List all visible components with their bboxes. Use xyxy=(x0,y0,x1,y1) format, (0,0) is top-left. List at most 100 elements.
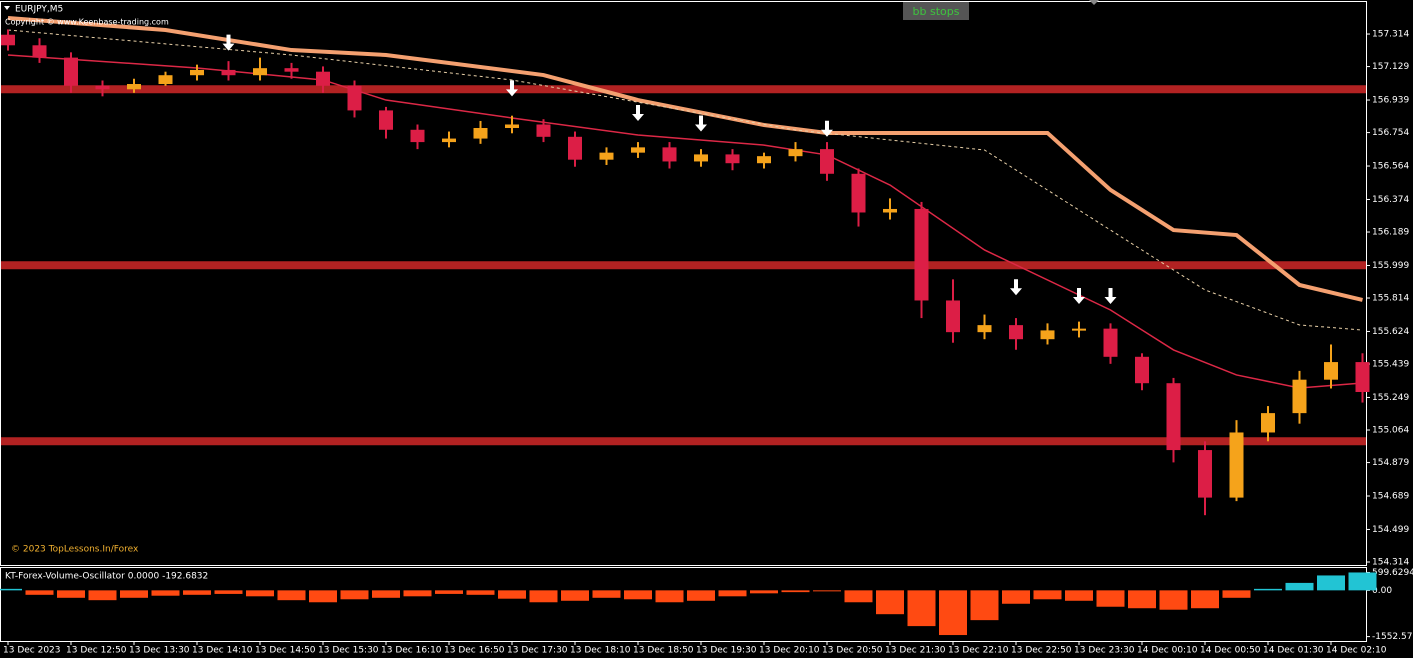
candle-body xyxy=(568,136,582,160)
x-tick-label: 13 Dec 14:50 xyxy=(255,646,316,656)
oscillator-bar xyxy=(813,590,841,592)
candle-body xyxy=(221,69,236,76)
y-tick-label: 156.189 xyxy=(1372,228,1409,238)
oscillator-bar xyxy=(120,590,148,598)
chart-title: EURJPY,M5 xyxy=(15,5,63,15)
y-tick-label: 155.814 xyxy=(1372,294,1409,304)
candle-body xyxy=(977,325,992,333)
candle-body xyxy=(379,110,393,130)
oscillator-bar xyxy=(1348,572,1377,591)
x-tick-label: 13 Dec 23:30 xyxy=(1074,646,1135,656)
x-tick-label: 13 Dec 22:50 xyxy=(1011,646,1072,656)
signal-arrow xyxy=(632,104,644,121)
y-tick-label: 154.879 xyxy=(1372,458,1409,468)
candle-body xyxy=(505,124,519,129)
candle-body xyxy=(1040,330,1055,340)
signal-arrow xyxy=(1010,279,1022,296)
oscillator-bar xyxy=(592,590,621,598)
oscillator-bar xyxy=(403,590,432,597)
x-tick-label: 14 Dec 00:10 xyxy=(1137,646,1198,656)
signal-arrow xyxy=(695,115,707,132)
x-tick-label: 13 Dec 16:50 xyxy=(444,646,505,656)
x-tick-label: 13 Dec 17:30 xyxy=(507,646,568,656)
indicator-line xyxy=(7,29,1363,331)
oscillator-bar xyxy=(907,590,936,627)
x-tick-label: 13 Dec 14:10 xyxy=(192,646,253,656)
candle-body xyxy=(883,208,897,213)
candle-body xyxy=(158,75,173,85)
oscillator-bar xyxy=(1285,582,1314,591)
y-tick-label: 156.564 xyxy=(1372,162,1409,172)
oscillator-bar xyxy=(876,590,904,615)
x-tick-label: 13 Dec 16:10 xyxy=(381,646,442,656)
signal-arrow xyxy=(821,120,833,137)
signal-arrow xyxy=(506,80,518,97)
x-tick-label: 14 Dec 01:30 xyxy=(1263,646,1324,656)
candle-body xyxy=(1072,328,1086,331)
annotation: © 2023 TopLessons.In/Forex xyxy=(11,545,139,555)
oscillator-bar xyxy=(561,590,589,601)
y-tick-label: 154.314 xyxy=(1372,558,1409,568)
y-tick-label: 155.249 xyxy=(1372,393,1409,403)
candle-body xyxy=(536,124,551,137)
chart-subtitle: Copyright © www.Keenbase-trading.com xyxy=(5,18,169,27)
shift-marker xyxy=(1089,0,1099,5)
oscillator-bar xyxy=(1096,590,1125,607)
oscillator-bar xyxy=(970,590,999,621)
x-tick-label: 14 Dec 02:10 xyxy=(1326,646,1387,656)
candle-body xyxy=(694,154,708,162)
oscillator-bar xyxy=(498,590,526,599)
oscillator-bar xyxy=(1065,590,1093,601)
candle-body xyxy=(1135,356,1149,384)
y-tick-label: 154.499 xyxy=(1372,525,1409,535)
candle-body xyxy=(347,85,362,111)
oscillator-bar xyxy=(466,590,495,595)
candle-body xyxy=(631,147,645,153)
x-tick-label: 13 Dec 21:30 xyxy=(885,646,946,656)
candle-body xyxy=(914,208,929,301)
candle-body xyxy=(190,69,204,76)
oscillator-bar xyxy=(1317,575,1345,591)
y-tick-label: 155.064 xyxy=(1372,426,1409,436)
oscillator-bar xyxy=(1254,588,1282,591)
candle-body xyxy=(442,138,456,143)
annotation: bb stops xyxy=(913,5,960,18)
candle-body xyxy=(757,156,771,164)
oscillator-bar xyxy=(655,590,684,603)
y-tick-label: 0.00 xyxy=(1372,586,1392,596)
y-tick-label: 155.439 xyxy=(1372,360,1409,370)
oscillator-bar xyxy=(309,590,337,603)
candle-body xyxy=(1103,328,1118,357)
candle-body xyxy=(946,300,960,333)
oscillator-bar xyxy=(214,590,243,594)
candle-body xyxy=(473,128,488,139)
candle-body xyxy=(1355,362,1370,392)
y-tick-label: 155.624 xyxy=(1372,327,1409,337)
candle-body xyxy=(95,85,110,90)
candle-body xyxy=(64,57,78,86)
x-tick-label: 13 Dec 20:50 xyxy=(822,646,883,656)
candle-body xyxy=(599,152,614,160)
x-tick-label: 13 Dec 20:10 xyxy=(759,646,820,656)
label-box xyxy=(903,2,969,20)
candle-body xyxy=(788,149,803,157)
y-tick-label: 157.314 xyxy=(1372,30,1409,40)
oscillator-bar xyxy=(1002,590,1030,604)
x-tick-label: 13 Dec 18:50 xyxy=(633,646,694,656)
x-tick-label: 13 Dec 22:10 xyxy=(948,646,1009,656)
oscillator-bar xyxy=(57,590,85,598)
x-tick-label: 13 Dec 2023 xyxy=(3,646,61,656)
signal-arrow xyxy=(222,34,235,51)
oscillator-bar xyxy=(1128,590,1156,609)
oscillator-bar xyxy=(340,590,369,600)
oscillator-bar xyxy=(246,590,274,597)
oscillator-bar xyxy=(939,590,967,636)
candle-body xyxy=(32,45,47,58)
oscillator-bar xyxy=(372,590,400,598)
oscillator-bar xyxy=(1033,590,1062,600)
oscillator-bar xyxy=(844,590,873,603)
oscillator-bar xyxy=(88,590,117,601)
oscillator-bar xyxy=(25,590,54,595)
